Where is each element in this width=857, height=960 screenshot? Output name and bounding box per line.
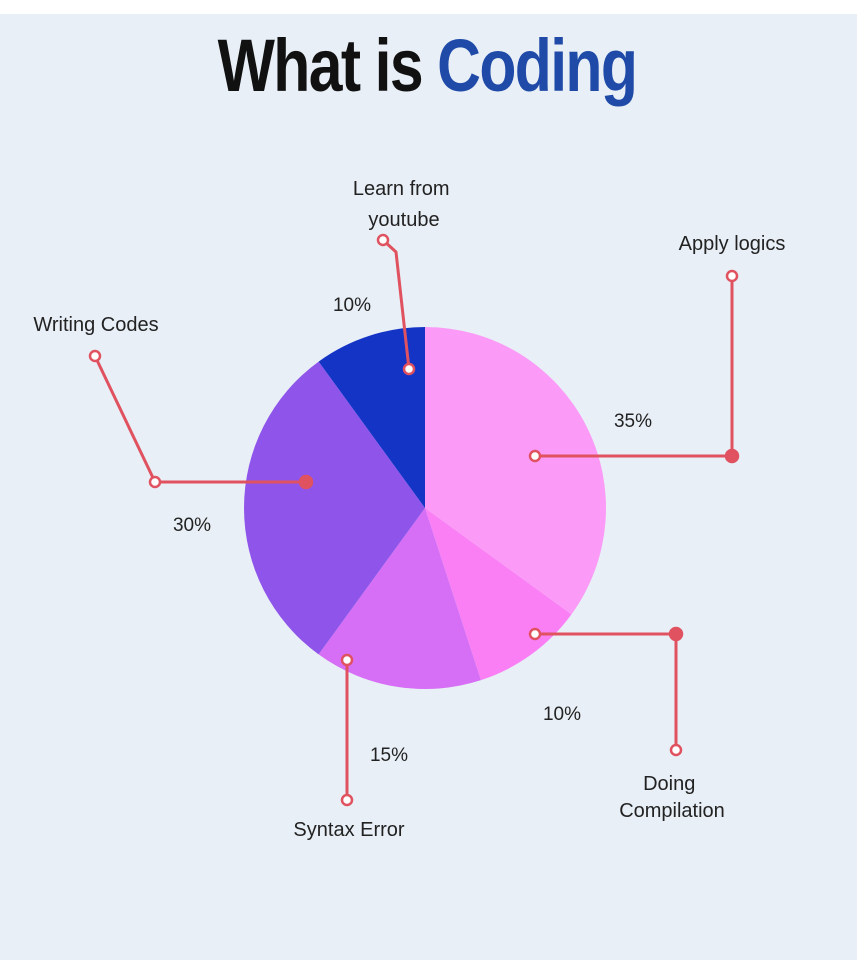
pie-slice-apply-logics	[425, 327, 606, 615]
leader-dot-apply-logics-1	[724, 448, 740, 464]
pie-slice-learn-from-youtube	[318, 327, 425, 508]
leader-lines	[88, 233, 740, 807]
slice-value-syntax-error: 15%	[370, 745, 408, 766]
leader-dot-writing-codes-1	[148, 475, 162, 489]
leader-dot-learn-from-youtube-1	[402, 362, 416, 376]
leader-dot-writing-codes-2	[298, 474, 314, 490]
slice-value-learn-from-youtube: 10%	[333, 295, 371, 316]
page-title: What is Coding	[76, 18, 779, 114]
title-accent: Coding	[437, 24, 638, 107]
leader-dot-syntax-error-0	[340, 653, 354, 667]
pie-slice-syntax-error	[318, 508, 481, 689]
title-main: What is	[217, 24, 424, 107]
slice-label-doing-compilation: Doing Compilation	[619, 773, 725, 822]
slice-label-syntax-error: Syntax Error	[293, 819, 404, 841]
leader-dot-apply-logics-0	[528, 449, 542, 463]
leader-dot-writing-codes-0	[88, 349, 102, 363]
leader-dot-learn-from-youtube-0	[376, 233, 390, 247]
leader-dot-doing-compilation-0	[528, 627, 542, 641]
slice-label-learn-from-youtube: Learn from youtube	[353, 178, 455, 231]
slice-value-doing-compilation: 10%	[543, 704, 581, 725]
slice-label-apply-logics: Apply logics	[679, 233, 786, 255]
leader-dot-doing-compilation-1	[668, 626, 684, 642]
slice-label-writing-codes: Writing Codes	[33, 314, 158, 336]
leader-line-doing-compilation	[535, 632, 678, 750]
leader-dot-doing-compilation-2	[669, 743, 683, 757]
slice-value-apply-logics: 35%	[614, 411, 652, 432]
leader-dot-apply-logics-2	[725, 269, 739, 283]
slice-value-writing-codes: 30%	[173, 515, 211, 536]
leader-dot-syntax-error-1	[340, 793, 354, 807]
top-strip	[0, 0, 857, 14]
pie-slice-writing-codes	[244, 361, 425, 655]
